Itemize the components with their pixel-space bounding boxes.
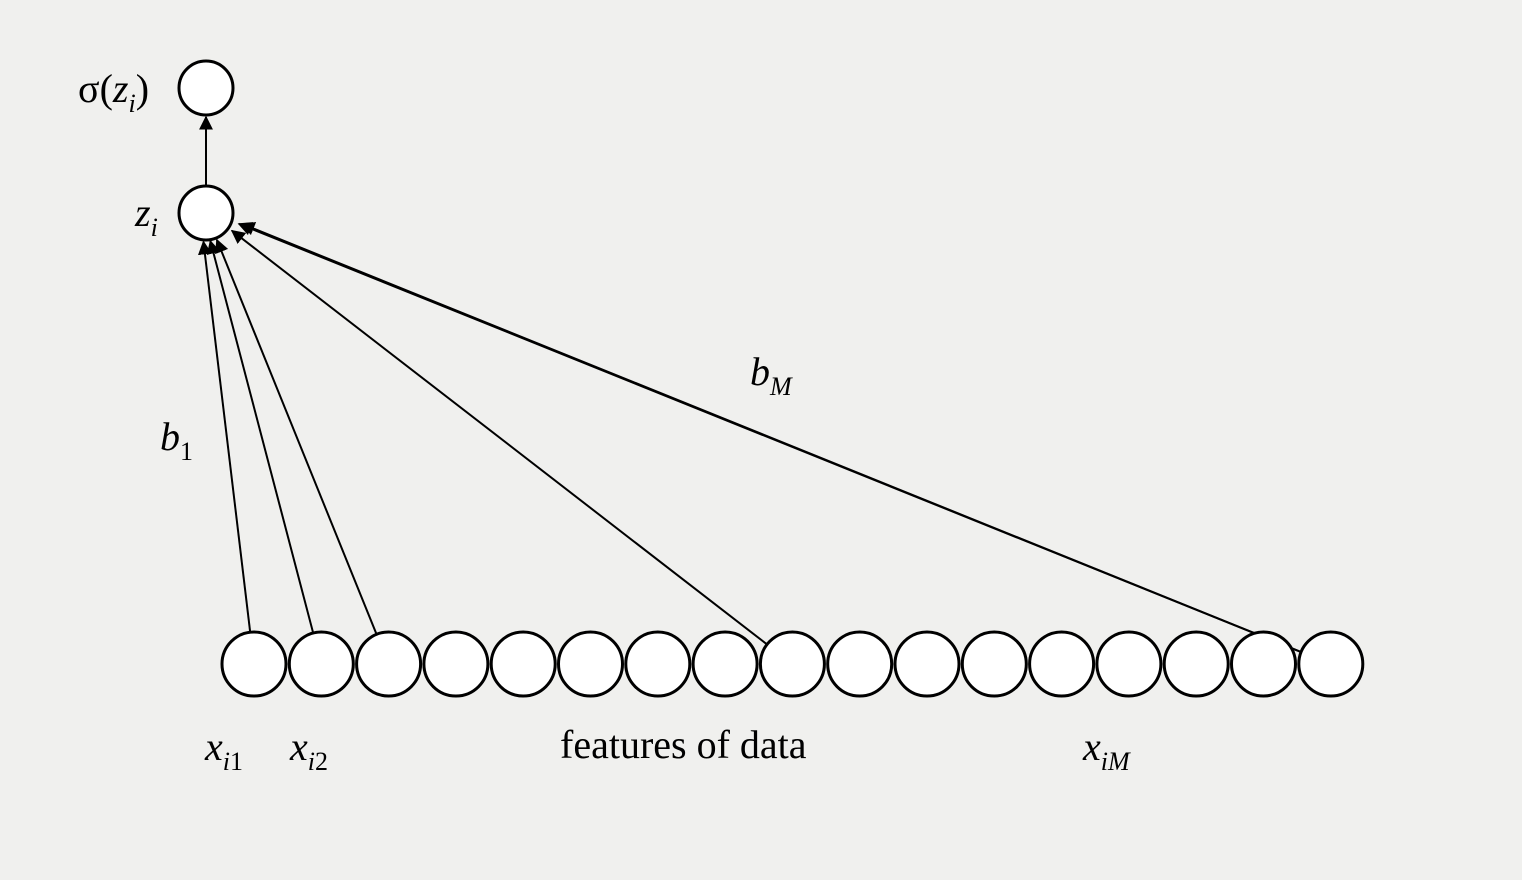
xiM-label: xiM bbox=[1082, 724, 1131, 776]
edge-input-to-z bbox=[242, 224, 1301, 652]
xi2-label: xi2 bbox=[289, 724, 328, 776]
input-node bbox=[1299, 632, 1363, 696]
bM-label: bM bbox=[750, 349, 793, 401]
sigma-node bbox=[179, 61, 233, 115]
input-node bbox=[962, 632, 1026, 696]
input-node bbox=[1030, 632, 1094, 696]
input-node bbox=[895, 632, 959, 696]
xi1-label: xi1 bbox=[204, 724, 243, 776]
neuron-diagram: σ(zi) zi b1 bM xi1 xi2 xiM features of data bbox=[0, 0, 1522, 880]
input-node bbox=[357, 632, 421, 696]
input-node bbox=[1232, 632, 1296, 696]
input-node bbox=[491, 632, 555, 696]
input-node bbox=[559, 632, 623, 696]
edge-input-to-z bbox=[217, 240, 377, 634]
input-node bbox=[626, 632, 690, 696]
features-caption: features of data bbox=[560, 722, 807, 767]
input-node bbox=[424, 632, 488, 696]
z-node bbox=[179, 186, 233, 240]
input-node bbox=[1097, 632, 1161, 696]
input-node bbox=[222, 632, 286, 696]
input-node bbox=[289, 632, 353, 696]
z-label: zi bbox=[134, 190, 158, 242]
input-node bbox=[1164, 632, 1228, 696]
input-node bbox=[828, 632, 892, 696]
b1-label: b1 bbox=[160, 414, 193, 466]
sigma-label: σ(zi) bbox=[78, 66, 149, 118]
input-node bbox=[693, 632, 757, 696]
edge-input-to-z bbox=[232, 231, 767, 645]
input-node bbox=[760, 632, 824, 696]
